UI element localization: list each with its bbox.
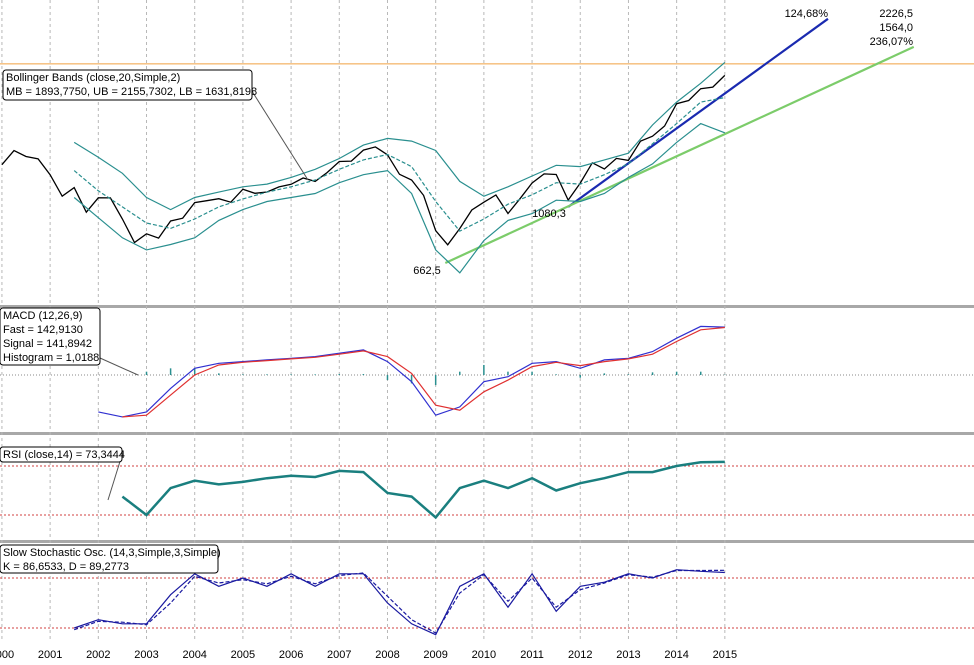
x-tick-label: 2013	[616, 649, 640, 661]
legend-connector	[107, 454, 123, 501]
x-tick-label: 2012	[568, 649, 592, 661]
legend-text: Histogram = 1,0188	[3, 352, 99, 364]
series-line	[1, 74, 726, 246]
legend-text: Signal = 141,8942	[3, 338, 92, 350]
x-tick-label: 2010	[472, 649, 496, 661]
x-tick-label: 2011	[520, 649, 544, 661]
legend-box	[0, 307, 101, 366]
x-tick-label: 2002	[86, 649, 110, 661]
legend-text: Fast = 142,9130	[3, 324, 83, 336]
x-tick-label: 2009	[423, 649, 447, 661]
x-tick-label: 2000	[0, 649, 14, 661]
legend-text: MB = 1893,7750, UB = 2155,7302, LB = 163…	[6, 86, 257, 98]
legend-box	[2, 69, 253, 101]
legend-connector	[99, 357, 139, 376]
x-tick-label: 2015	[713, 649, 737, 661]
x-tick-label: 2004	[182, 649, 206, 661]
series-line	[73, 61, 726, 211]
series-line	[122, 326, 725, 418]
legend-box	[0, 544, 219, 574]
x-tick-label: 2007	[327, 649, 351, 661]
trend-line	[444, 45, 915, 265]
panel	[0, 0, 974, 305]
legend-text: K = 86,6533, D = 89,2773	[3, 561, 129, 573]
x-tick-label: 2005	[231, 649, 255, 661]
x-tick-label: 2008	[375, 649, 399, 661]
panel	[0, 308, 974, 432]
annotation: 236,07%	[870, 36, 914, 48]
series-line	[74, 569, 725, 634]
legend-box	[0, 446, 123, 463]
legend-text: Slow Stochastic Osc. (14,3,Simple,3,Simp…	[3, 547, 221, 559]
annotation: 1080,3	[532, 208, 566, 220]
series-line	[98, 325, 725, 418]
x-tick-label: 2014	[664, 649, 688, 661]
annotation: 124,68%	[785, 8, 829, 20]
legend-text: MACD (12,26,9)	[3, 310, 82, 322]
legend-text: RSI (close,14) = 73,3444	[3, 449, 125, 461]
series-line	[73, 97, 725, 232]
x-tick-label: 2003	[134, 649, 158, 661]
legend-connector	[249, 87, 309, 181]
series-line	[121, 460, 725, 520]
annotation: 2226,5	[879, 8, 913, 20]
legend-text: Bollinger Bands (close,20,Simple,2)	[6, 72, 180, 84]
series-line	[73, 122, 726, 274]
x-tick-label: 2001	[38, 649, 62, 661]
panel	[0, 435, 974, 540]
panel	[0, 640, 974, 665]
series-line	[74, 569, 725, 636]
trend-line	[567, 17, 829, 208]
x-tick-label: 2006	[279, 649, 303, 661]
annotation: 1564,0	[879, 22, 913, 34]
annotation: 662,5	[413, 265, 441, 277]
